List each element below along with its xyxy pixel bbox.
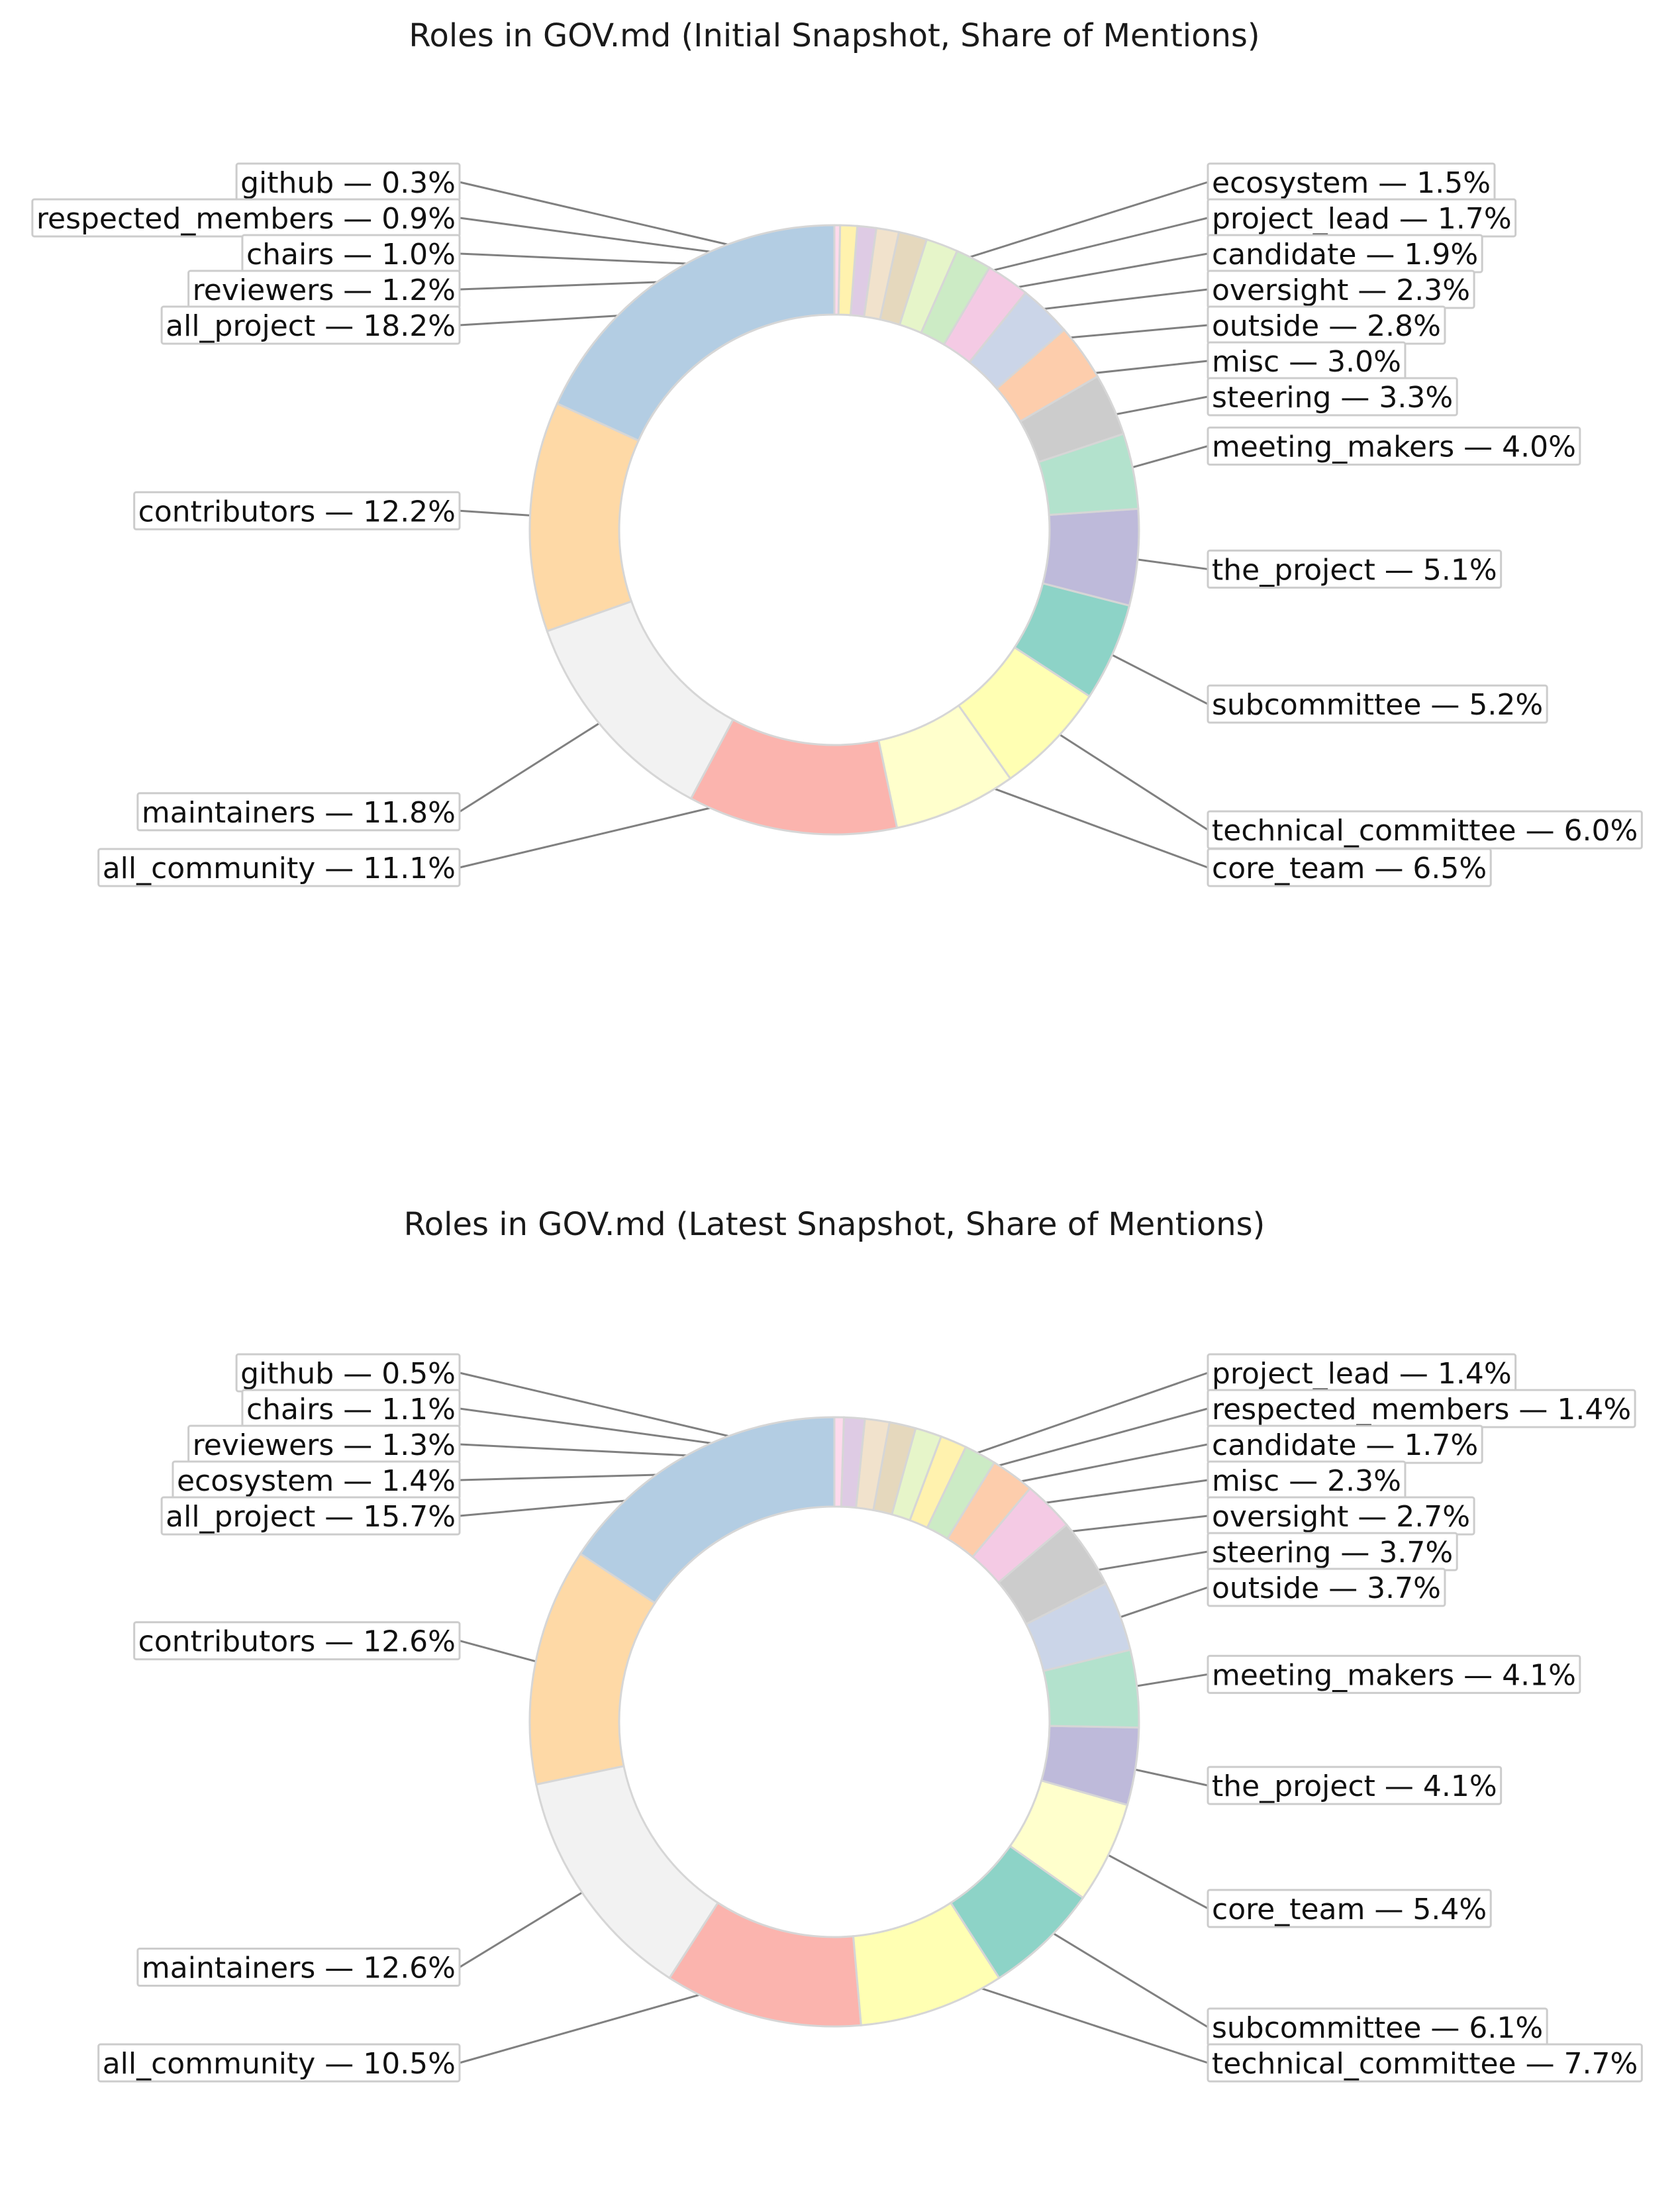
label-chairs: chairs — 1.1% <box>246 1393 456 1426</box>
label-candidate: candidate — 1.9% <box>1212 238 1478 272</box>
labels-initial: github — 0.3%respected_members — 0.9%cha… <box>31 162 1643 887</box>
label-github: github — 0.5% <box>240 1357 456 1391</box>
label-all_community: all_community — 10.5% <box>103 2047 456 2081</box>
wedge-all_project <box>556 224 836 442</box>
label-all_project: all_project — 18.2% <box>166 309 456 343</box>
label-all_community: all_community — 11.1% <box>103 852 456 885</box>
chart-title-latest: Roles in GOV.md (Latest Snapshot, Share … <box>404 1206 1265 1243</box>
label-box-maintainers <box>136 1948 461 1987</box>
label-candidate: candidate — 1.7% <box>1212 1428 1478 1462</box>
label-box-meeting_makers <box>1207 1654 1581 1694</box>
label-contributors: contributors — 12.6% <box>138 1625 456 1659</box>
label-meeting_makers: meeting_makers — 4.0% <box>1212 430 1576 464</box>
labels-latest: github — 0.5%chairs — 1.1%reviewers — 1.… <box>97 1353 1643 2083</box>
label-github: github — 0.3% <box>240 166 456 200</box>
label-box-maintainers <box>136 792 461 832</box>
label-project_lead: project_lead — 1.7% <box>1212 202 1512 236</box>
label-the_project: the_project — 5.1% <box>1212 553 1497 587</box>
label-subcommittee: subcommittee — 6.1% <box>1212 2011 1543 2045</box>
label-respected_members: respected_members — 1.4% <box>1212 1393 1631 1426</box>
label-respected_members: respected_members — 0.9% <box>36 202 456 236</box>
label-subcommittee: subcommittee — 5.2% <box>1212 688 1543 722</box>
label-oversight: oversight — 2.3% <box>1212 274 1470 307</box>
label-chairs: chairs — 1.0% <box>246 238 456 272</box>
label-box-meeting_makers <box>1207 426 1581 466</box>
wedge-contributors <box>528 402 640 633</box>
label-contributors: contributors — 12.2% <box>138 495 456 528</box>
wedges-latest <box>528 1416 1140 2028</box>
label-box-the_project <box>1207 549 1503 589</box>
label-box-all_community <box>97 848 461 887</box>
label-outside: outside — 2.8% <box>1212 309 1441 343</box>
label-ecosystem: ecosystem — 1.4% <box>177 1464 456 1498</box>
label-outside: outside — 3.7% <box>1212 1571 1441 1605</box>
label-box-all_community <box>97 2043 461 2083</box>
label-meeting_makers: meeting_makers — 4.1% <box>1212 1658 1576 1692</box>
label-box-core_team <box>1207 1889 1492 1928</box>
label-steering: steering — 3.3% <box>1212 381 1453 415</box>
label-misc: misc — 3.0% <box>1212 345 1401 379</box>
label-technical_committee: technical_committee — 6.0% <box>1212 814 1638 848</box>
wedge-all_project <box>579 1416 836 1605</box>
label-box-technical_committee <box>1207 2043 1643 2083</box>
donut-chart-latest: Roles in GOV.md (Latest Snapshot, Share … <box>97 1206 1643 2083</box>
label-maintainers: maintainers — 11.8% <box>142 796 456 830</box>
label-box-outside <box>1207 1568 1446 1607</box>
chart-title-initial: Roles in GOV.md (Initial Snapshot, Share… <box>409 17 1260 54</box>
label-core_team: core_team — 5.4% <box>1212 1893 1487 1926</box>
label-oversight: oversight — 2.7% <box>1212 1500 1470 1534</box>
label-reviewers: reviewers — 1.3% <box>193 1428 456 1462</box>
label-box-the_project <box>1207 1766 1503 1805</box>
wedge-maintainers <box>546 600 735 800</box>
label-maintainers: maintainers — 12.6% <box>142 1952 456 1985</box>
label-the_project: the_project — 4.1% <box>1212 1769 1497 1803</box>
label-box-all_project <box>160 1496 461 1536</box>
label-box-all_project <box>160 305 461 345</box>
label-steering: steering — 3.7% <box>1212 1536 1453 1569</box>
label-box-core_team <box>1207 848 1492 887</box>
label-project_lead: project_lead — 1.4% <box>1212 1357 1512 1391</box>
label-technical_committee: technical_committee — 7.7% <box>1212 2047 1638 2081</box>
label-core_team: core_team — 6.5% <box>1212 852 1487 885</box>
label-reviewers: reviewers — 1.2% <box>193 274 456 307</box>
label-box-steering <box>1207 377 1458 417</box>
label-all_project: all_project — 15.7% <box>166 1500 456 1534</box>
wedge-github <box>833 224 842 316</box>
wedges-initial <box>528 224 1140 836</box>
label-ecosystem: ecosystem — 1.5% <box>1212 166 1491 200</box>
donut-chart-initial: Roles in GOV.md (Initial Snapshot, Share… <box>31 17 1643 887</box>
label-box-subcommittee <box>1207 684 1548 724</box>
label-box-contributors <box>133 491 461 530</box>
label-misc: misc — 2.3% <box>1212 1464 1401 1498</box>
wedge-github <box>833 1416 845 1508</box>
label-box-contributors <box>133 1621 461 1661</box>
